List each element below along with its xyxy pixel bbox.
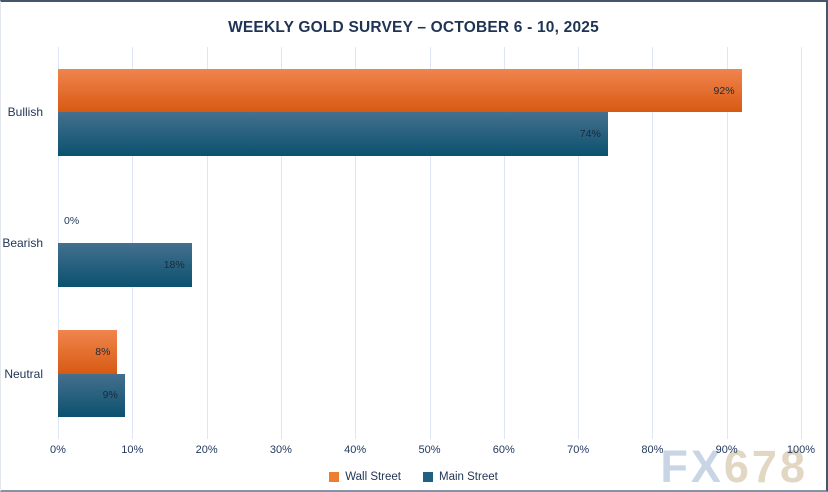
x-tick-label: 80% [641, 444, 664, 456]
bar-value-label: 18% [163, 258, 185, 271]
category-axis: Bullish Bearish Neutral [1, 47, 52, 439]
x-axis: 0% 10% 20% 30% 40% 50% 60% 70% 80% 90% 100% [50, 444, 815, 460]
legend-label: Wall Street [345, 471, 401, 483]
bar-main-street: 74% [58, 112, 608, 156]
watermark-num: 678 [723, 440, 808, 492]
category-label: Neutral [4, 366, 43, 381]
legend: Wall Street Main Street [1, 471, 826, 483]
x-tick-label: 20% [195, 444, 218, 456]
bar-main-street: 18% [58, 243, 192, 287]
grid-line [355, 47, 357, 439]
grid-line [206, 47, 208, 439]
bar-value-label: 92% [713, 84, 735, 97]
grid-line [503, 47, 505, 439]
grid-line [726, 47, 728, 439]
grid-line [801, 47, 802, 439]
legend-label: Main Street [439, 471, 498, 483]
x-tick-label: 30% [269, 444, 292, 456]
bar-value-label: 8% [95, 345, 111, 358]
plot-area: 92% 74% 0% 18% 8% 9% [58, 47, 802, 439]
x-tick-label: 70% [567, 444, 590, 456]
x-tick-label: 90% [715, 444, 738, 456]
grid-line [578, 47, 580, 439]
legend-item-main-street: Main Street [423, 471, 498, 483]
watermark-fx: FX [660, 440, 724, 492]
legend-swatch [329, 472, 340, 482]
x-tick-label: 60% [492, 444, 515, 456]
category-label: Bullish [7, 105, 43, 120]
x-tick-label: 0% [50, 444, 66, 456]
x-tick-label: 40% [344, 444, 367, 456]
bar-wall-street: 8% [58, 330, 118, 374]
grid-line [652, 47, 654, 439]
watermark: FX678 [660, 443, 808, 490]
x-tick-label: 100% [786, 444, 816, 456]
bar-main-street: 9% [58, 373, 125, 418]
bar-value-label: 0% [64, 215, 80, 228]
grid-line [429, 47, 431, 439]
x-tick-label: 10% [121, 444, 144, 456]
x-tick-label: 50% [418, 444, 441, 456]
legend-item-wall-street: Wall Street [329, 471, 401, 483]
legend-swatch [423, 472, 433, 482]
bar-value-label: 74% [579, 128, 601, 141]
category-label: Bearish [2, 236, 43, 250]
chart-title: WEEKLY GOLD SURVEY – OCTOBER 6 - 10, 202… [228, 19, 599, 36]
bar-value-label: 9% [102, 389, 118, 402]
grid-line [280, 47, 282, 439]
bar-wall-street: 92% [58, 68, 742, 113]
